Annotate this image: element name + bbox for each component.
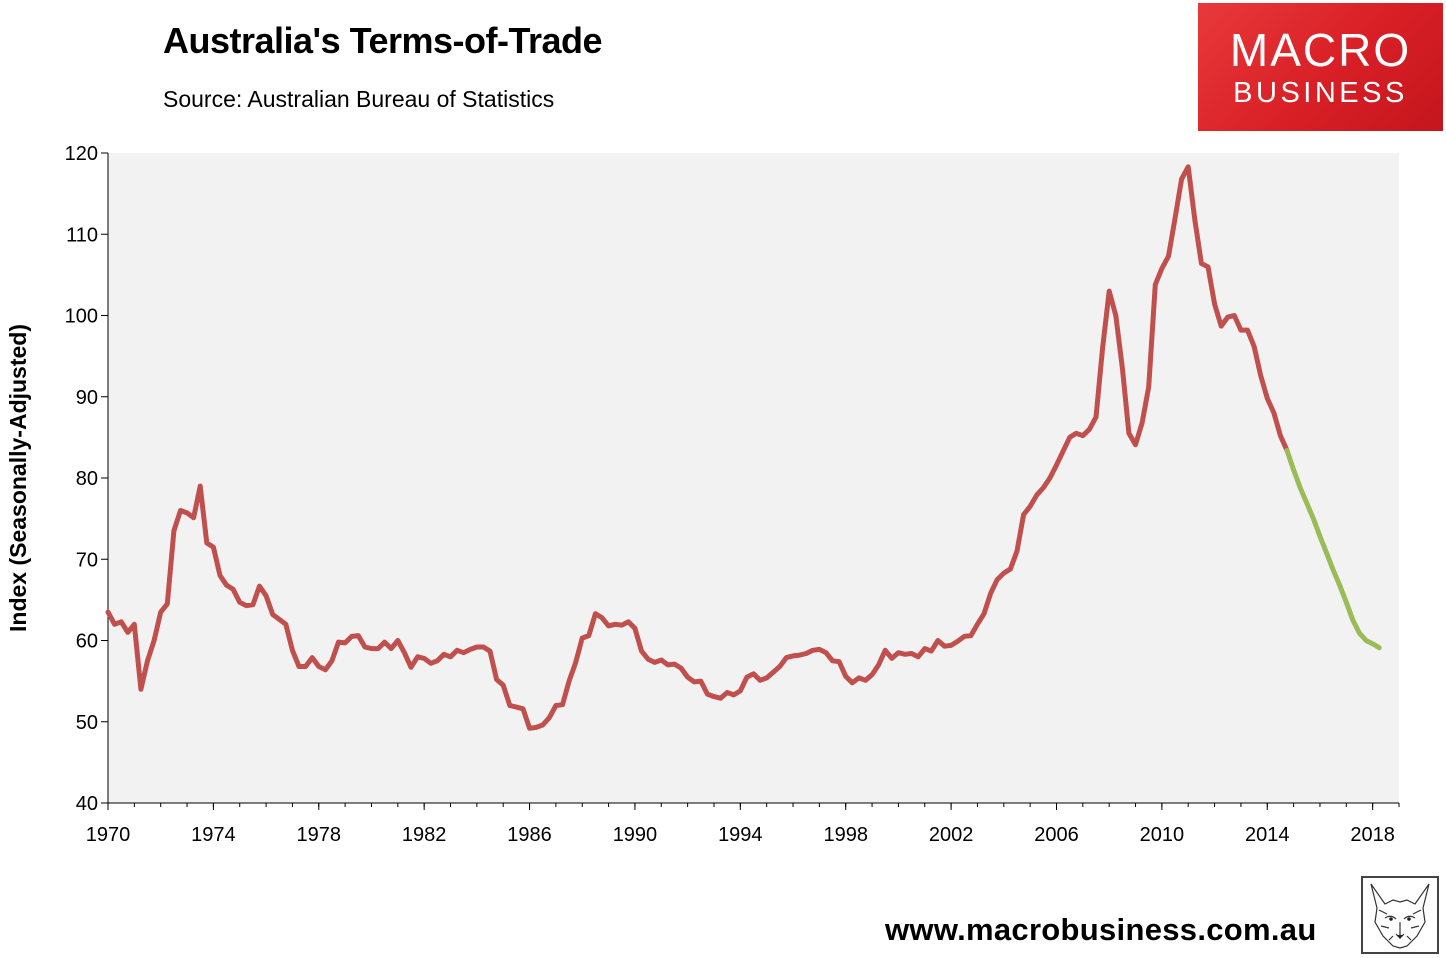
x-tick-label: 2018 <box>1350 824 1395 846</box>
x-tick-label: 1982 <box>402 824 447 846</box>
x-tick-label: 1990 <box>613 824 658 846</box>
x-tick-label: 2006 <box>1034 824 1079 846</box>
x-tick-label: 1994 <box>718 824 763 846</box>
y-tick-label: 100 <box>65 306 98 328</box>
plot-area <box>108 153 1399 803</box>
x-tick-label: 1970 <box>86 824 131 846</box>
y-tick-label: 50 <box>76 712 98 734</box>
y-tick-label: 80 <box>76 468 98 490</box>
x-tick-label: 1978 <box>297 824 342 846</box>
macrobusiness-logo: MACRO BUSINESS <box>1198 3 1443 131</box>
series-lines <box>105 164 1382 731</box>
y-tick-label: 90 <box>76 387 98 409</box>
chart-title: Australia's Terms-of-Trade <box>163 20 603 61</box>
y-axis: 40 50 60 70 80 90 100 110 120 <box>65 143 109 815</box>
series-line-actual <box>105 164 1290 731</box>
x-tick-label: 1974 <box>191 824 236 846</box>
x-tick-label: 2002 <box>929 824 974 846</box>
chart-subtitle: Source: Australian Bureau of Statistics <box>163 86 555 112</box>
x-axis: 1970 1974 1978 1982 1986 1990 1994 1998 2002 2006… <box>86 802 1400 846</box>
fox-sketch-icon <box>1361 876 1439 954</box>
y-tick-label: 70 <box>76 549 98 571</box>
x-tick-label: 1998 <box>823 824 868 846</box>
y-axis-label: Index (Seasonally-Adjusted) <box>5 324 31 632</box>
y-tick-label: 120 <box>65 143 98 165</box>
website-url[interactable]: www.macrobusiness.com.au <box>885 912 1317 947</box>
x-tick-label: 2010 <box>1140 824 1185 846</box>
x-tick-label: 2014 <box>1245 824 1290 846</box>
y-tick-label: 110 <box>66 224 98 246</box>
y-tick-label: 60 <box>76 631 98 653</box>
logo-line-1: MACRO <box>1229 24 1412 76</box>
series-line-forecast <box>1284 447 1382 651</box>
y-tick-label: 40 <box>76 793 98 815</box>
logo-line-2: BUSINESS <box>1233 77 1408 109</box>
x-tick-label: 1986 <box>507 824 552 846</box>
